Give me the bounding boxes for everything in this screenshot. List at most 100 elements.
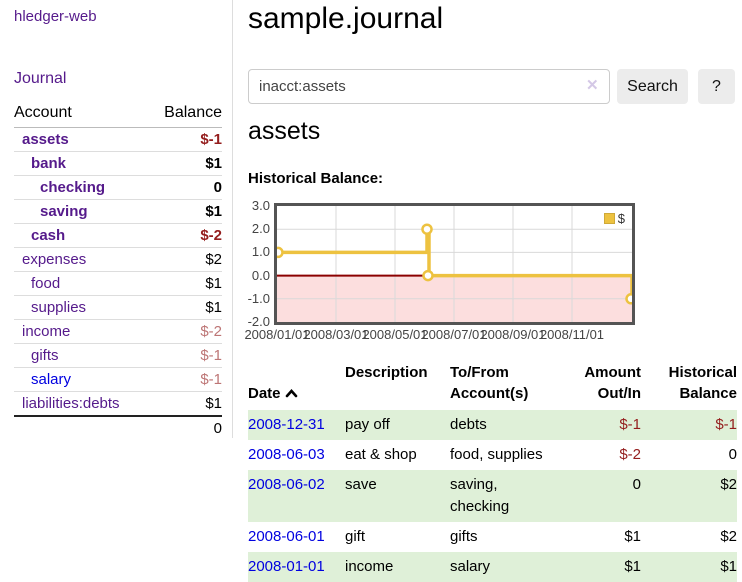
account-row: expenses $2: [14, 247, 222, 272]
transaction-description: income: [345, 558, 394, 575]
account-row: gifts $-1: [14, 343, 222, 368]
clear-search-icon[interactable]: ✕: [586, 77, 599, 94]
legend-swatch-icon: [603, 213, 615, 224]
transaction-historical-balance: $2: [720, 528, 737, 545]
account-balance: 0: [148, 175, 222, 200]
account-row: liabilities:debts $1: [14, 391, 222, 417]
account-balance: $-2: [148, 223, 222, 248]
register-header-accounts: To/From Account(s): [450, 364, 529, 402]
transaction-amount: 0: [632, 476, 641, 493]
x-axis-tick-label: 2008/05/01: [362, 327, 428, 342]
accounts-header-row: Account Balance: [14, 102, 222, 128]
sort-asc-icon: [285, 383, 298, 404]
transaction-date-link[interactable]: 2008-12-31: [248, 416, 325, 433]
account-link-checking[interactable]: checking: [40, 179, 106, 196]
account-balance: $1: [148, 295, 222, 320]
accounts-total-row: 0: [14, 415, 222, 440]
transaction-date-link[interactable]: 2008-06-01: [248, 528, 325, 545]
account-link-food[interactable]: food: [31, 275, 61, 292]
transaction-date-link[interactable]: 2008-06-03: [248, 446, 325, 463]
account-link-income[interactable]: income: [22, 323, 71, 340]
accounts-table: Account Balance assets $-1 bank $1 checking 0…: [14, 102, 222, 440]
register-header-date[interactable]: Date: [248, 362, 345, 410]
app-title-link[interactable]: hledger-web: [14, 8, 97, 25]
accounts-header-account: Account: [14, 102, 149, 128]
account-link-cash[interactable]: cash: [31, 227, 66, 244]
main-content: sample.journal ✕ Search ? assets Histori…: [244, 0, 742, 582]
transaction-historical-balance: 0: [728, 446, 737, 463]
x-axis-tick-label: 2008/01/01: [244, 327, 310, 342]
account-balance: $-1: [148, 367, 222, 392]
table-row: 2008-12-31 pay off debts $-1 $-1: [248, 410, 737, 440]
x-axis-tick-label: 2008/09/01: [480, 327, 546, 342]
register-header-description: Description: [345, 364, 428, 381]
transaction-amount: $-1: [619, 416, 641, 433]
transaction-historical-balance: $2: [720, 476, 737, 493]
register-header-historical: Historical Balance: [668, 364, 737, 402]
account-row: assets $-1: [14, 127, 222, 152]
transaction-historical-balance: $1: [720, 558, 737, 575]
account-link-saving[interactable]: saving: [40, 203, 88, 220]
y-axis-tick-label: -1.0: [247, 290, 270, 306]
transaction-historical-balance: $-1: [715, 416, 737, 433]
account-row: salary $-1: [14, 367, 222, 392]
account-row: bank $1: [14, 151, 222, 176]
help-button[interactable]: ?: [698, 69, 735, 104]
account-link-assets[interactable]: assets: [22, 131, 69, 148]
transaction-description: eat & shop: [345, 446, 417, 463]
y-axis-tick-label: -2.0: [247, 314, 270, 329]
account-row: checking 0: [14, 175, 222, 200]
account-balance: $1: [148, 199, 222, 224]
register-table-body: 2008-12-31 pay off debts $-1 $-1 2008-06-03 ea…: [248, 410, 737, 582]
transaction-accounts: debts: [450, 416, 487, 433]
x-axis-tick-label: 2008/07/01: [421, 327, 487, 342]
y-axis-tick-label: 1.0: [251, 244, 270, 260]
account-heading: assets: [248, 117, 321, 145]
account-row: saving $1: [14, 199, 222, 224]
account-row: income $-2: [14, 319, 222, 344]
transaction-accounts: saving, checking: [450, 476, 510, 515]
account-link-gifts[interactable]: gifts: [31, 347, 59, 364]
account-balance: $1: [148, 391, 222, 417]
table-row: 2008-06-01 gift gifts $1 $2: [248, 522, 737, 552]
transaction-description: gift: [345, 528, 366, 545]
transaction-date-link[interactable]: 2008-06-02: [248, 476, 325, 493]
account-link-expenses[interactable]: expenses: [22, 251, 87, 268]
account-link-salary[interactable]: salary: [31, 371, 72, 388]
transaction-description: save: [345, 476, 377, 493]
data-point-markers: [277, 223, 632, 305]
sidebar: hledger-web Journal Account Balance asse…: [0, 0, 233, 440]
historical-balance-chart[interactable]: $: [274, 203, 635, 325]
account-link-supplies[interactable]: supplies: [31, 299, 87, 316]
account-balance: $-1: [148, 127, 222, 152]
transaction-accounts: gifts: [450, 528, 478, 545]
accounts-total-spacer: [14, 415, 149, 440]
account-row: food $1: [14, 271, 222, 296]
account-balance: $1: [148, 151, 222, 176]
account-link-liabilities-debts[interactable]: liabilities:debts: [22, 395, 120, 412]
chart-plot-area[interactable]: [277, 206, 632, 322]
register-header-amount: Amount Out/In: [584, 364, 641, 402]
table-row: 2008-06-03 eat & shop food, supplies $-2 0: [248, 440, 737, 470]
transaction-amount: $1: [624, 528, 641, 545]
transaction-description: pay off: [345, 416, 390, 433]
account-balance: $2: [148, 247, 222, 272]
table-row: 2008-06-02 save saving, checking 0 $2: [248, 470, 737, 522]
sidebar-item-journal[interactable]: Journal: [14, 70, 67, 87]
register-header-row: Date Description To/From Account(s) Amou…: [248, 362, 737, 410]
account-balance: $-1: [148, 343, 222, 368]
search-button[interactable]: Search: [617, 69, 688, 104]
account-balance: $1: [148, 271, 222, 296]
account-link-bank[interactable]: bank: [31, 155, 67, 172]
chart-title: Historical Balance:: [248, 170, 384, 187]
accounts-table-body: assets $-1 bank $1 checking 0 saving $1 cash $-2 e…: [14, 127, 222, 417]
account-row: supplies $1: [14, 295, 222, 320]
transaction-amount: $-2: [619, 446, 641, 463]
search-input[interactable]: [248, 69, 610, 104]
transaction-amount: $1: [624, 558, 641, 575]
y-axis-tick-label: 3.0: [251, 198, 270, 213]
transaction-accounts: salary: [450, 558, 491, 575]
transaction-date-link[interactable]: 2008-01-01: [248, 558, 325, 575]
register-header-date-label: Date: [248, 385, 281, 402]
x-axis-tick-label: 2008/11/01: [539, 327, 605, 342]
